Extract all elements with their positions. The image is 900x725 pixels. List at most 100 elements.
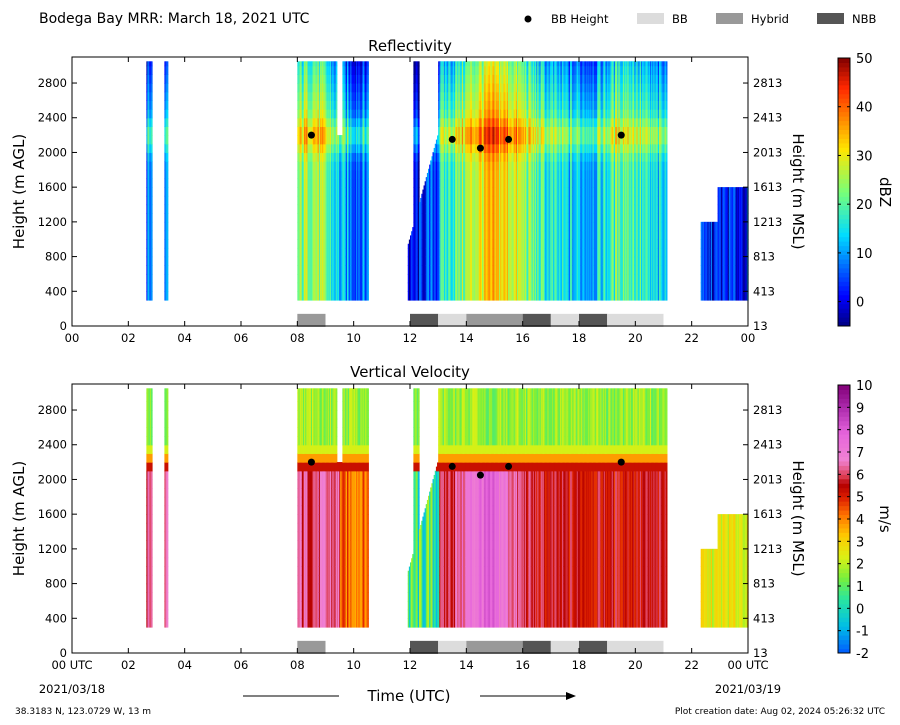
heatmap-cell xyxy=(348,187,350,197)
heatmap-cell xyxy=(363,143,366,154)
heatmap-cell xyxy=(428,195,430,206)
heatmap-cell xyxy=(150,291,153,301)
heatmap-cell xyxy=(366,65,368,75)
heatmap-cell xyxy=(450,152,453,162)
heatmap-cell xyxy=(327,65,330,75)
heatmap-cell xyxy=(425,273,428,284)
heatmap-cell xyxy=(330,161,332,171)
heatmap-cell xyxy=(448,213,451,223)
heatmap-cell xyxy=(350,247,353,258)
heatmap-cell xyxy=(357,83,359,93)
heatmap-cell xyxy=(449,109,452,119)
heatmap-cell xyxy=(345,169,348,180)
heatmap-cell xyxy=(306,221,309,232)
heatmap-cell xyxy=(355,239,358,249)
heatmap-cell xyxy=(306,135,309,145)
heatmap-cell xyxy=(421,221,423,232)
heatmap-cell xyxy=(165,74,168,84)
heatmap-cell xyxy=(430,169,433,180)
heatmap-cell xyxy=(442,161,445,171)
heatmap-cell xyxy=(345,178,348,188)
heatmap-cell xyxy=(302,291,305,301)
heatmap-cell xyxy=(414,169,417,180)
heatmap-cell xyxy=(441,230,444,240)
heatmap-cell xyxy=(343,239,346,249)
heatmap-cell xyxy=(335,273,338,284)
heatmap-cell xyxy=(346,143,349,154)
heatmap-cell xyxy=(423,247,426,258)
heatmap-cell xyxy=(306,195,309,206)
heatmap-cell xyxy=(308,161,311,171)
heatmap-cell xyxy=(343,109,346,119)
heatmap-cell xyxy=(334,256,337,266)
heatmap-cell xyxy=(424,195,427,206)
heatmap-cell xyxy=(317,187,320,197)
heatmap-cell xyxy=(316,195,319,206)
heatmap-cell xyxy=(440,109,443,119)
heatmap-cell xyxy=(442,273,445,284)
heatmap-cell xyxy=(148,187,151,197)
heatmap-cell xyxy=(299,74,302,84)
heatmap-cell xyxy=(361,152,364,162)
heatmap-cell xyxy=(318,61,321,67)
heatmap-cell xyxy=(448,61,451,67)
heatmap-cell xyxy=(446,247,448,258)
heatmap-cell xyxy=(447,117,449,128)
heatmap-cell xyxy=(297,169,300,180)
heatmap-cell xyxy=(428,213,430,223)
heatmap-cell xyxy=(417,91,420,101)
heatmap-cell xyxy=(305,195,307,206)
heatmap-cell xyxy=(415,83,418,93)
heatmap-cell xyxy=(304,91,306,101)
heatmap-cell xyxy=(310,83,313,93)
heatmap-cell xyxy=(448,273,451,284)
heatmap-cell xyxy=(166,265,169,275)
heatmap-cell xyxy=(345,256,348,266)
heatmap-cell xyxy=(415,221,418,232)
heatmap-cell xyxy=(334,117,337,128)
heatmap-cell xyxy=(337,282,340,292)
heatmap-cell xyxy=(366,100,368,110)
heatmap-cell xyxy=(449,256,452,266)
heatmap-cell xyxy=(307,126,310,136)
heatmap-cell xyxy=(342,61,345,67)
heatmap-cell xyxy=(414,152,417,162)
heatmap-cell xyxy=(317,61,320,67)
heatmap-cell xyxy=(327,126,330,136)
heatmap-cell xyxy=(366,195,368,206)
heatmap-cell xyxy=(342,169,345,180)
heatmap-cell xyxy=(414,178,417,188)
heatmap-cell xyxy=(420,204,422,214)
heatmap-cell xyxy=(317,178,320,188)
heatmap-cell xyxy=(302,204,305,214)
heatmap-cell xyxy=(413,91,416,101)
heatmap-cell xyxy=(166,204,169,214)
heatmap-cell xyxy=(364,265,367,275)
heatmap-cell xyxy=(414,291,417,301)
heatmap-cell xyxy=(318,247,321,258)
heatmap-cell xyxy=(342,239,345,249)
heatmap-cell xyxy=(301,195,304,206)
heatmap-cell xyxy=(330,256,332,266)
heatmap-cell xyxy=(443,65,446,75)
heatmap-cell xyxy=(439,256,442,266)
heatmap-cell xyxy=(437,213,439,223)
heatmap-cell xyxy=(297,256,300,266)
heatmap-cell xyxy=(349,204,351,214)
heatmap-cell xyxy=(332,74,334,84)
heatmap-cell xyxy=(314,74,316,84)
heatmap-cell xyxy=(311,178,314,188)
heatmap-cell xyxy=(319,109,322,119)
heatmap-cell xyxy=(423,187,426,197)
heatmap-cell xyxy=(335,247,338,258)
heatmap-cell xyxy=(327,135,330,145)
heatmap-cell xyxy=(441,61,444,67)
heatmap-cell xyxy=(423,204,426,214)
heatmap-cell xyxy=(305,230,307,240)
heatmap-cell xyxy=(342,143,345,154)
heatmap-cell xyxy=(414,143,417,154)
heatmap-cell xyxy=(305,109,307,119)
heatmap-cell xyxy=(147,195,150,206)
heatmap-cell xyxy=(415,247,418,258)
heatmap-cell xyxy=(320,143,323,154)
